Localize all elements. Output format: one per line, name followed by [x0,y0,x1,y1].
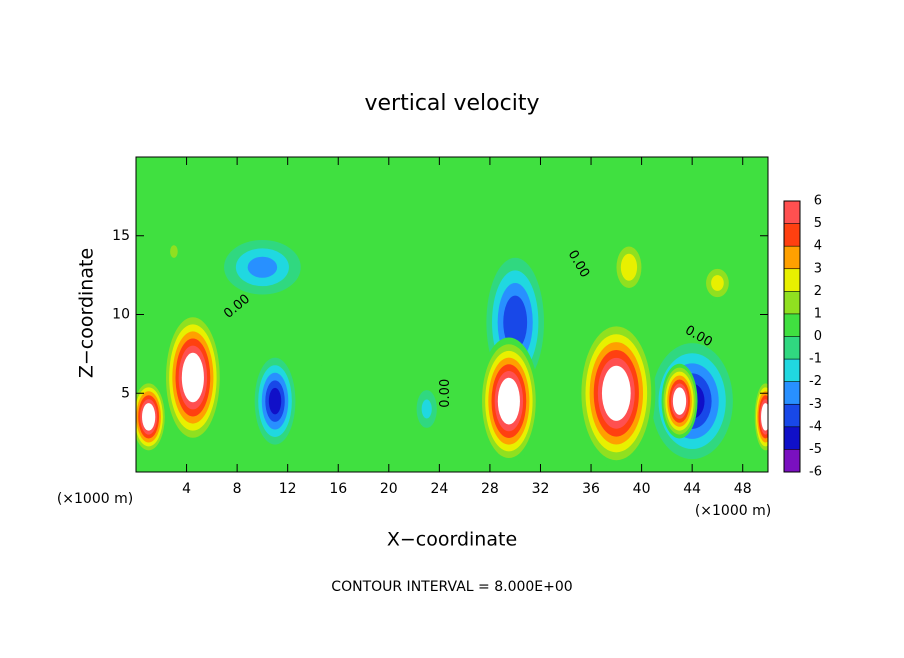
feature [136,379,167,455]
feature [577,318,656,469]
feature [416,390,437,428]
colorbar-band [784,246,800,269]
colorbar-band [784,426,800,450]
contour-fill [268,387,282,415]
colorbar-label: 4 [814,239,822,254]
colorbar-label: 3 [814,261,822,276]
contour-fill [711,275,724,291]
colorbar-label: 2 [814,284,822,299]
y-axis-title: Z−coordinate [76,248,98,378]
colorbar-label: -1 [809,352,822,367]
x-tick-label: 24 [430,481,448,497]
x-unit-label: (×1000 m) [695,503,771,519]
contour-fill [421,399,432,419]
x-tick-label: 36 [582,481,600,497]
x-tick-label: 12 [279,481,297,497]
feature [162,310,223,445]
contour-fill [143,407,154,427]
feature [701,262,734,304]
colorbar-band [784,359,800,382]
contour-fill [184,359,201,396]
colorbar-band [784,336,800,360]
contour-fill [762,407,768,427]
x-axis-title: X−coordinate [387,529,517,551]
colorbar-label: 5 [814,216,822,231]
colorbar-band [784,223,800,247]
feature [478,337,539,465]
contour-label: 0.00 [438,379,453,408]
x-tick-label: 28 [481,481,499,497]
colorbar-band [784,449,800,472]
feature [661,363,698,439]
x-tick-label: 16 [329,481,347,497]
colorbar-label: -4 [809,419,822,434]
colorbar-band [784,404,800,427]
contour-fill [500,384,517,418]
colorbar-band [784,268,800,292]
feature [311,364,340,423]
colorbar-label: -6 [809,465,822,480]
colorbar-label: -2 [809,374,822,389]
x-tick-label: 32 [532,481,550,497]
y-tick-label: 15 [112,228,130,244]
feature [254,357,296,445]
contour-fill [503,295,528,350]
x-tick-label: 4 [182,481,191,497]
x-tick-label: 44 [683,481,701,497]
contour-fill [170,245,178,258]
y-tick-label: 10 [112,307,130,323]
colorbar-label: 0 [814,329,822,344]
colorbar-band [784,291,800,314]
x-tick-label: 8 [233,481,242,497]
feature [753,379,768,455]
feature [224,239,301,295]
field [136,157,768,472]
x-tick-label: 48 [734,481,752,497]
x-tick-label: 20 [380,481,398,497]
colorbar-label: -5 [809,442,822,457]
contour-fill [311,364,340,423]
colorbar-label: 6 [814,194,822,209]
feature [166,238,182,265]
footer: CONTOUR INTERVAL = 8.000E+00 [331,579,572,595]
contour-fill [620,253,638,281]
colorbar-label: 1 [814,306,822,321]
contour-fill [606,373,627,413]
colorbar-label: -3 [809,397,822,412]
x-tick-label: 40 [633,481,651,497]
x-unit-label: (×1000 m) [57,491,133,507]
contour-fill [247,256,278,278]
colorbar-band [784,313,800,337]
colorbar-band [784,381,800,405]
feature [612,239,646,296]
y-tick-label: 5 [121,385,130,401]
colorbar-band [784,201,800,224]
chart-title: vertical velocity [364,91,539,116]
contour-fill [674,391,685,411]
